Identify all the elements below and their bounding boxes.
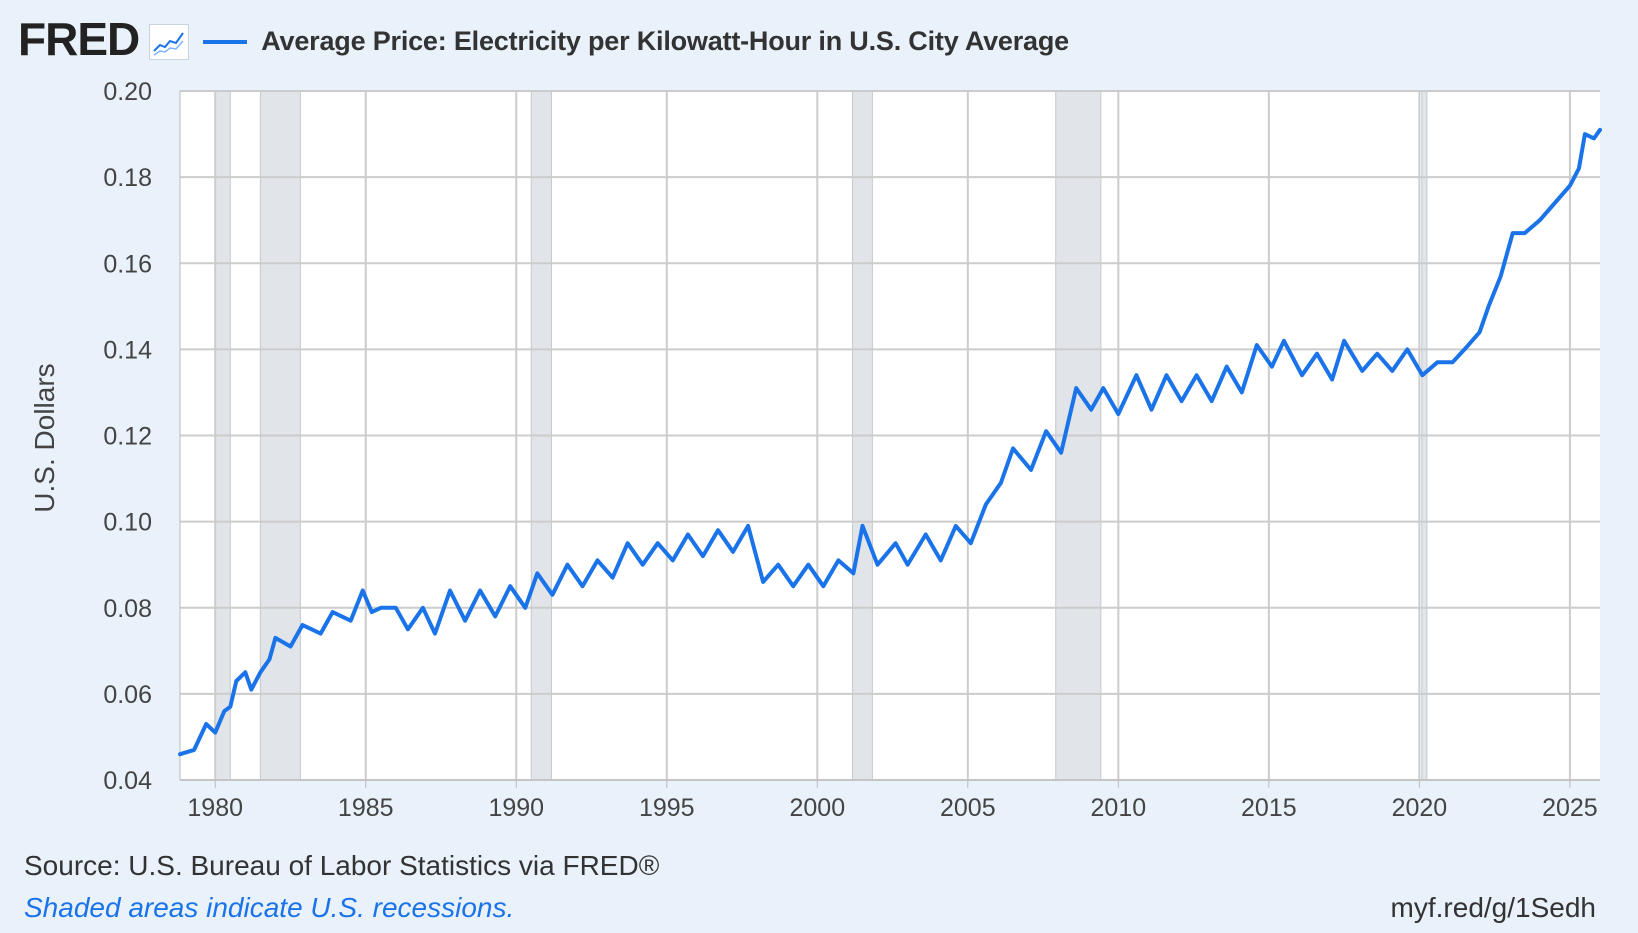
y-tick-label: 0.10 bbox=[103, 509, 152, 537]
y-tick-label: 0.14 bbox=[103, 336, 152, 364]
x-tick-label: 2010 bbox=[1091, 794, 1147, 822]
legend-line-swatch bbox=[203, 40, 248, 44]
recession-shading bbox=[214, 90, 1428, 781]
recession-band bbox=[259, 90, 301, 781]
recession-band bbox=[214, 90, 231, 781]
y-tick-label: 0.06 bbox=[103, 681, 152, 709]
x-tick-label: 2005 bbox=[940, 794, 996, 822]
axes: 0.04 0.06 0.08 0.10 0.12 0.14 0.16 0.18 0.20 1980… bbox=[103, 78, 1600, 822]
series-line bbox=[178, 127, 1602, 757]
y-tick-label: 0.18 bbox=[103, 164, 152, 192]
fred-logo[interactable]: FRED bbox=[18, 13, 140, 65]
y-tick-label: 0.16 bbox=[103, 250, 152, 278]
chart-header: FRED Average Price: Electricity per Kilo… bbox=[18, 14, 1069, 64]
x-tick-label: 2015 bbox=[1241, 794, 1297, 822]
x-tick-label: 2000 bbox=[789, 794, 845, 822]
recession-note[interactable]: Shaded areas indicate U.S. recessions. bbox=[24, 892, 515, 923]
y-tick-label: 0.20 bbox=[103, 78, 152, 106]
grid-lines bbox=[180, 90, 1600, 781]
plot-background bbox=[180, 91, 1600, 780]
x-tick-label: 1990 bbox=[488, 794, 544, 822]
x-tick-label: 1980 bbox=[187, 794, 243, 822]
source-note: Source: U.S. Bureau of Labor Statistics … bbox=[24, 850, 660, 881]
x-tick-label: 1995 bbox=[639, 794, 695, 822]
x-tick-label: 2025 bbox=[1542, 794, 1598, 822]
x-tick-label: 1985 bbox=[338, 794, 394, 822]
recession-band bbox=[530, 90, 552, 781]
y-tick-label: 0.12 bbox=[103, 423, 152, 451]
x-tick-label: 2020 bbox=[1392, 794, 1448, 822]
series-layer bbox=[178, 127, 1602, 757]
trend-chart-icon[interactable] bbox=[149, 24, 190, 60]
legend-label[interactable]: Average Price: Electricity per Kilowatt-… bbox=[261, 25, 1069, 56]
recession-band bbox=[852, 90, 873, 781]
plot-area bbox=[180, 91, 1600, 780]
recession-band bbox=[1421, 90, 1428, 781]
short-url[interactable]: myf.red/g/1Sedh bbox=[1390, 892, 1596, 923]
recession-band bbox=[1055, 90, 1102, 781]
y-tick-label: 0.04 bbox=[103, 767, 152, 795]
y-tick-label: 0.08 bbox=[103, 595, 152, 623]
y-axis-label: U.S. Dollars bbox=[29, 363, 60, 513]
